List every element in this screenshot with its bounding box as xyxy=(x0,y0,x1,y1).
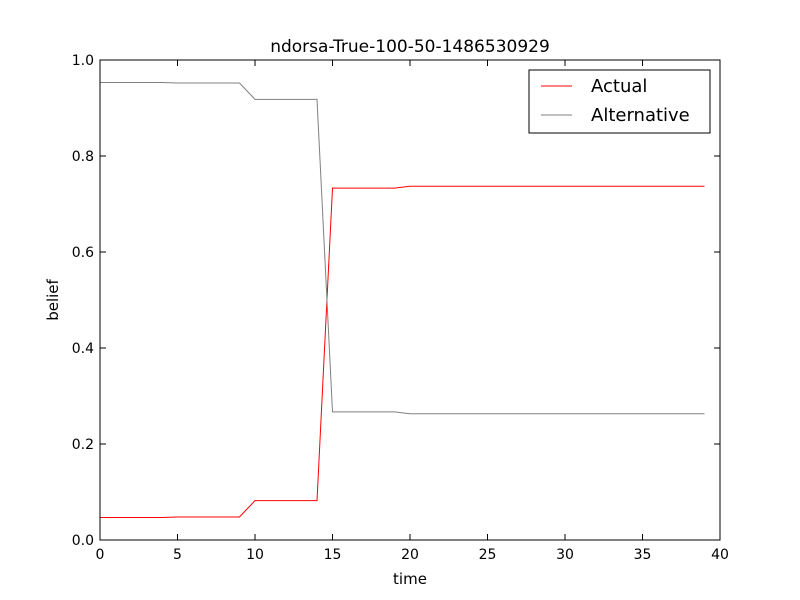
x-tick-label: 0 xyxy=(96,547,105,563)
y-tick-label: 0.0 xyxy=(72,533,94,549)
series-group xyxy=(100,82,705,518)
chart-title: ndorsa-True-100-50-1486530929 xyxy=(270,37,550,57)
x-axis-label: time xyxy=(393,570,427,588)
plot-frame xyxy=(99,59,721,541)
y-axis-label: belief xyxy=(44,278,62,320)
y-tick-label: 0.8 xyxy=(72,149,94,165)
x-tick-label: 15 xyxy=(324,547,342,563)
series-line-actual xyxy=(100,185,705,518)
legend: Actual Alternative xyxy=(528,69,711,134)
legend-label-alternative: Alternative xyxy=(591,105,690,126)
x-tick-label: 10 xyxy=(246,547,264,563)
x-tick-label: 5 xyxy=(173,547,182,563)
x-tick-label: 25 xyxy=(479,547,497,563)
legend-box xyxy=(528,69,711,134)
y-tick-label: 0.6 xyxy=(72,245,94,261)
y-tick-label: 0.4 xyxy=(72,341,94,357)
legend-label-actual: Actual xyxy=(591,76,647,97)
y-tick-label: 1.0 xyxy=(72,53,94,69)
y-tick-label: 0.2 xyxy=(72,437,94,453)
x-tick-label: 35 xyxy=(634,547,652,563)
x-tick-label: 40 xyxy=(711,547,729,563)
axis-ticks: 0 5 10 15 20 25 30 35 40 0.0 0.2 0.4 0.6 0.8 1.0 xyxy=(72,53,729,563)
series-line-alternative xyxy=(100,82,705,415)
x-tick-label: 20 xyxy=(401,547,419,563)
x-tick-label: 30 xyxy=(556,547,574,563)
